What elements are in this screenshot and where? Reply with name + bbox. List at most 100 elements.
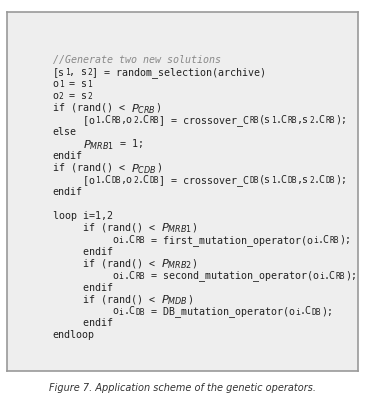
Text: if (rand() <: if (rand() < (53, 259, 161, 269)
Text: RB: RB (111, 117, 121, 125)
Text: = 1;: = 1; (114, 139, 144, 149)
Text: ,s: ,s (297, 175, 309, 185)
Text: = second_mutation_operator(o: = second_mutation_operator(o (145, 271, 319, 282)
Text: ,o: ,o (121, 175, 133, 185)
Text: DB: DB (135, 308, 145, 317)
Text: ): ) (192, 259, 198, 269)
Text: RB: RB (326, 117, 335, 125)
Text: .C: .C (318, 235, 330, 245)
Text: RB: RB (135, 236, 145, 245)
Text: $\boldsymbol{P_{MRB2}}$: $\boldsymbol{P_{MRB2}}$ (161, 258, 192, 271)
Text: o: o (53, 79, 59, 89)
Text: 1: 1 (95, 176, 99, 185)
Text: 2: 2 (88, 68, 92, 77)
Text: );: ); (345, 271, 357, 280)
Text: RB: RB (288, 117, 297, 125)
Text: RB: RB (336, 272, 345, 281)
Text: endif: endif (53, 187, 83, 197)
Text: = DB_mutation_operator(o: = DB_mutation_operator(o (145, 307, 295, 318)
Text: endif: endif (53, 282, 113, 293)
Text: 2: 2 (133, 176, 138, 185)
Text: 2: 2 (88, 92, 92, 102)
Text: ,o: ,o (121, 115, 133, 125)
Text: endif: endif (53, 318, 113, 329)
Text: i: i (119, 272, 123, 281)
Text: .C: .C (314, 115, 326, 125)
Text: 2: 2 (59, 92, 64, 102)
Text: o: o (53, 235, 119, 245)
Text: 2: 2 (309, 176, 314, 185)
Text: $\boldsymbol{P_{MDB}}$: $\boldsymbol{P_{MDB}}$ (161, 293, 188, 307)
Text: ] = random_selection(archive): ] = random_selection(archive) (92, 67, 266, 78)
Text: //Generate two new solutions: //Generate two new solutions (53, 55, 221, 65)
Text: = s: = s (64, 79, 88, 89)
Text: [o: [o (53, 115, 95, 125)
Text: 1: 1 (65, 68, 69, 77)
Text: .C: .C (99, 115, 111, 125)
Text: DB: DB (111, 176, 121, 185)
Text: ): ) (188, 295, 193, 305)
Text: ] = crossover_C: ] = crossover_C (159, 115, 249, 126)
Text: .C: .C (123, 235, 135, 245)
Text: o: o (53, 271, 119, 280)
Text: i: i (319, 272, 324, 281)
Text: $\boldsymbol{P_{MRB1}}$: $\boldsymbol{P_{MRB1}}$ (161, 222, 192, 235)
Text: if (rand() <: if (rand() < (53, 103, 131, 113)
Text: if (rand() <: if (rand() < (53, 163, 131, 173)
Text: ): ) (156, 163, 162, 173)
Text: = first_mutation_operator(o: = first_mutation_operator(o (145, 235, 313, 246)
Text: DB: DB (326, 176, 335, 185)
Text: DB: DB (288, 176, 297, 185)
Text: .C: .C (314, 175, 326, 185)
Text: 2: 2 (309, 117, 314, 125)
Text: endif: endif (53, 151, 83, 161)
Text: o: o (53, 91, 59, 101)
Text: .C: .C (123, 307, 135, 316)
Text: 1: 1 (271, 176, 276, 185)
Text: RB: RB (135, 272, 145, 281)
Text: = s: = s (64, 91, 88, 101)
Text: RB: RB (150, 117, 159, 125)
Text: o: o (53, 307, 119, 316)
Text: .C: .C (138, 115, 150, 125)
Text: [s: [s (53, 67, 65, 77)
Text: $\boldsymbol{P_{CDB}}$: $\boldsymbol{P_{CDB}}$ (131, 162, 156, 176)
Text: $\boldsymbol{P_{MRB1}}$: $\boldsymbol{P_{MRB1}}$ (83, 138, 114, 152)
Text: .C: .C (123, 271, 135, 280)
Text: Figure 7. Application scheme of the genetic operators.: Figure 7. Application scheme of the gene… (49, 383, 316, 393)
Text: DB: DB (249, 176, 259, 185)
Text: if (rand() <: if (rand() < (53, 295, 161, 305)
Text: ): ) (192, 223, 198, 233)
Text: ): ) (155, 103, 162, 113)
Text: i: i (295, 308, 300, 317)
Text: 1: 1 (59, 81, 64, 89)
Text: i: i (313, 236, 318, 245)
Text: .C: .C (99, 175, 111, 185)
Text: endloop: endloop (53, 331, 95, 340)
Text: RB: RB (249, 117, 259, 125)
Text: ] = crossover_C: ] = crossover_C (159, 175, 249, 186)
Text: (s: (s (259, 175, 271, 185)
Text: else: else (53, 127, 77, 137)
Text: , s: , s (69, 67, 88, 77)
Text: );: ); (335, 115, 347, 125)
Text: .C: .C (276, 115, 288, 125)
Text: 1: 1 (88, 81, 92, 89)
Text: 2: 2 (133, 117, 138, 125)
Text: 1: 1 (271, 117, 276, 125)
Text: DB: DB (312, 308, 321, 317)
Text: loop i=1,2: loop i=1,2 (53, 211, 113, 221)
Text: ,s: ,s (297, 115, 309, 125)
Text: i: i (119, 308, 123, 317)
Text: );: ); (321, 307, 333, 316)
Text: );: ); (339, 235, 351, 245)
Text: .C: .C (276, 175, 288, 185)
Text: [o: [o (53, 175, 95, 185)
Text: RB: RB (330, 236, 339, 245)
Text: $\boldsymbol{P_{CRB}}$: $\boldsymbol{P_{CRB}}$ (131, 102, 155, 116)
Text: i: i (119, 236, 123, 245)
Text: );: ); (335, 175, 347, 185)
Text: DB: DB (150, 176, 159, 185)
Text: .C: .C (138, 175, 150, 185)
Text: if (rand() <: if (rand() < (53, 223, 161, 233)
